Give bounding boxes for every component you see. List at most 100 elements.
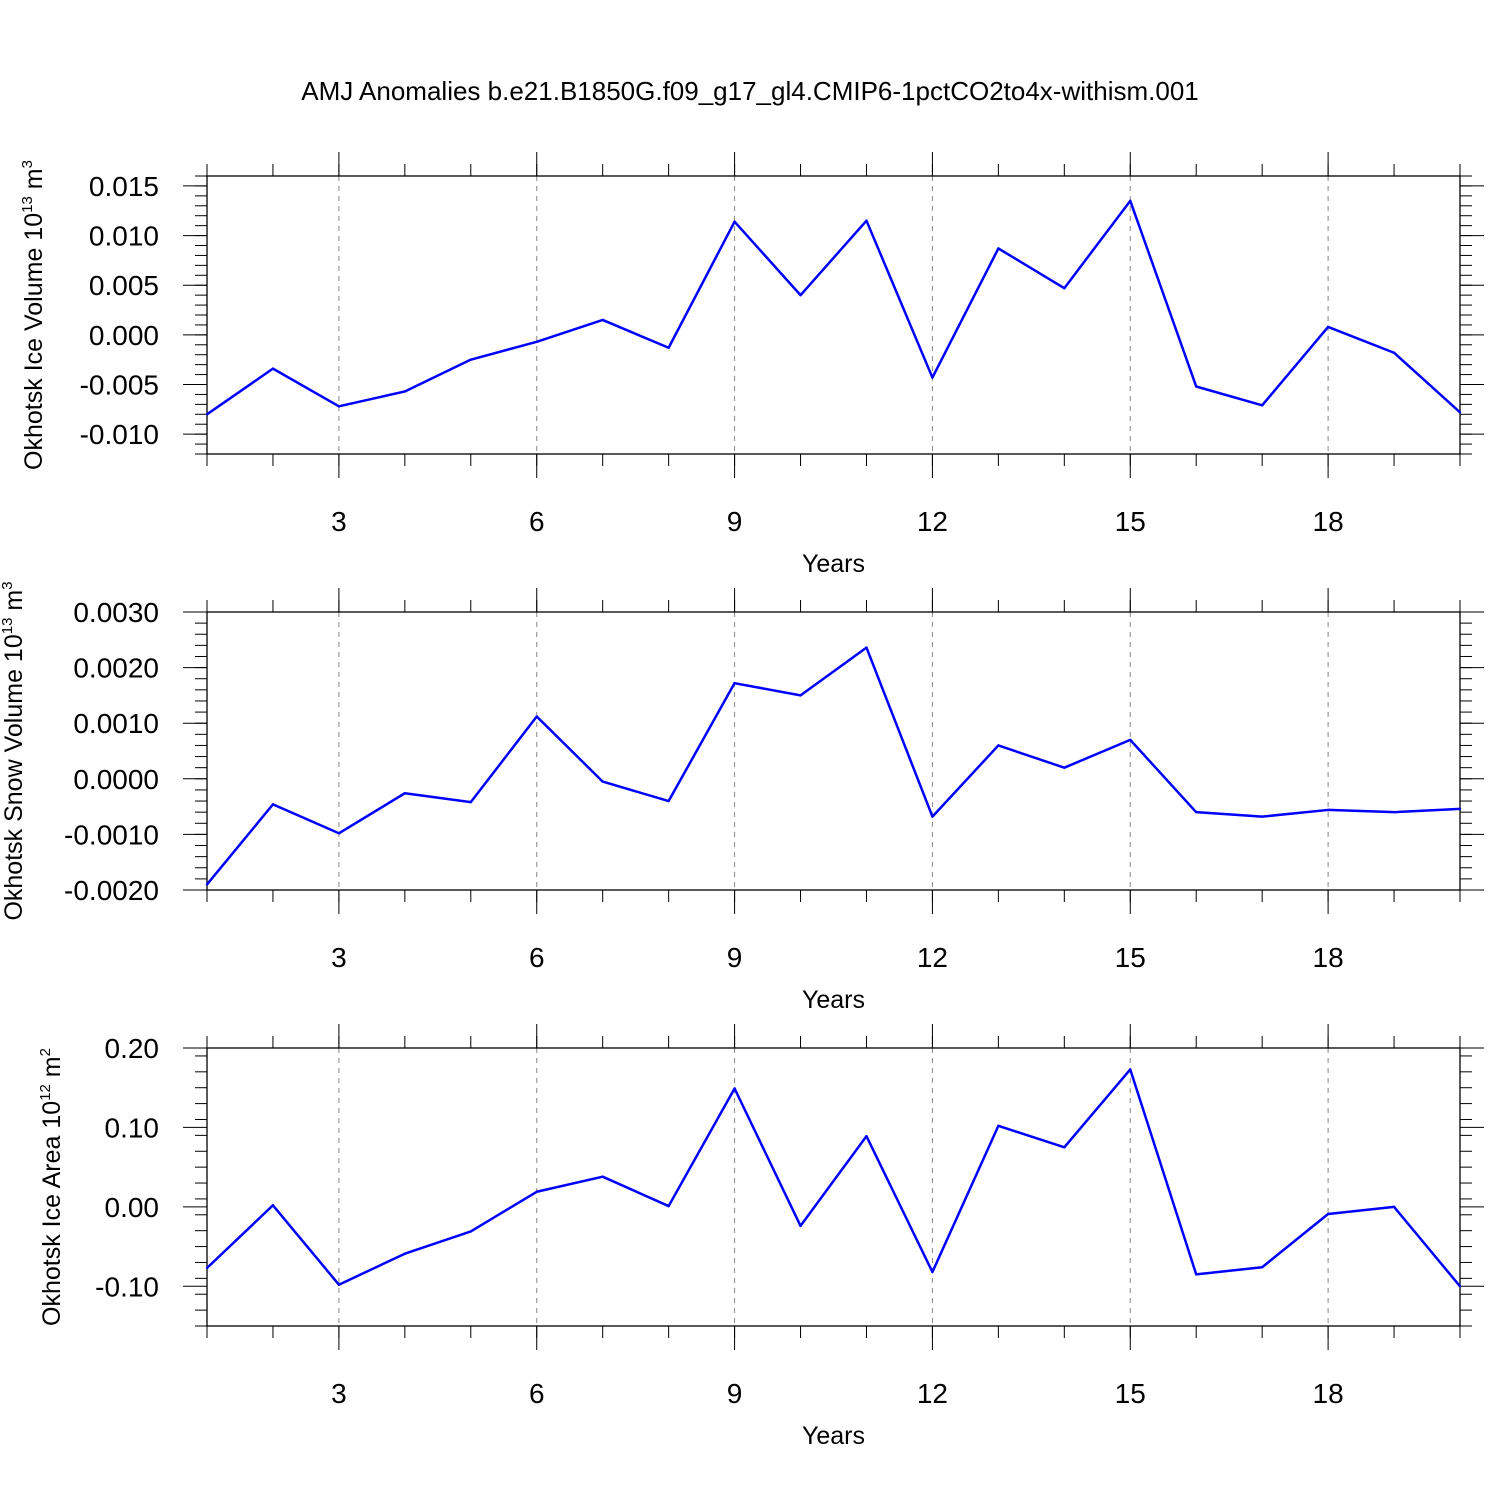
data-point bbox=[1458, 807, 1462, 811]
y-axis-label-superscript: 3 bbox=[0, 581, 16, 589]
x-tick-label: 18 bbox=[1313, 506, 1344, 537]
data-point bbox=[865, 219, 868, 222]
data-point bbox=[931, 1270, 934, 1274]
data-point bbox=[733, 220, 736, 223]
data-point bbox=[1326, 808, 1330, 812]
data-point bbox=[667, 799, 670, 803]
y-tick-label: 0.10 bbox=[105, 1112, 160, 1143]
y-axis-label: Okhotsk Snow Volume 1013 m3 bbox=[0, 581, 28, 920]
data-point bbox=[1392, 1205, 1396, 1209]
data-point bbox=[1063, 766, 1066, 769]
data-point bbox=[535, 715, 538, 718]
data-point bbox=[1195, 385, 1198, 388]
data-point bbox=[601, 318, 604, 322]
y-tick-label: 0.005 bbox=[89, 270, 159, 301]
x-tick-label: 6 bbox=[529, 506, 545, 537]
y-axis-label-text: m bbox=[20, 168, 48, 196]
data-point bbox=[1392, 810, 1396, 814]
x-tick-label: 6 bbox=[529, 942, 545, 973]
data-point bbox=[1195, 810, 1198, 814]
series-line bbox=[206, 199, 1461, 416]
y-axis-label-superscript: 13 bbox=[0, 618, 16, 635]
x-tick-label: 18 bbox=[1313, 1378, 1344, 1409]
data-point bbox=[733, 1087, 736, 1090]
x-tick-label: 18 bbox=[1313, 942, 1344, 973]
x-tick-label: 15 bbox=[1115, 506, 1146, 537]
data-point bbox=[865, 646, 868, 649]
x-axis-label: Years bbox=[802, 550, 865, 578]
data-point bbox=[799, 293, 802, 297]
data-point bbox=[1326, 325, 1330, 329]
data-point bbox=[865, 1134, 868, 1138]
data-point bbox=[205, 413, 209, 416]
y-axis-label-text: m bbox=[38, 1056, 66, 1084]
data-point bbox=[469, 358, 472, 361]
y-tick-label: 0.0010 bbox=[73, 708, 159, 739]
data-point bbox=[403, 792, 407, 795]
data-point bbox=[535, 340, 538, 344]
data-point bbox=[997, 1124, 1000, 1128]
data-point bbox=[205, 883, 209, 886]
data-point bbox=[667, 1204, 670, 1208]
data-point bbox=[733, 681, 736, 685]
plot-frame bbox=[206, 611, 1461, 891]
series-line bbox=[206, 646, 1461, 886]
y-axis-label-superscript: 13 bbox=[19, 196, 36, 213]
plot-frame bbox=[206, 175, 1461, 455]
x-tick-label: 12 bbox=[917, 1378, 948, 1409]
y-tick-label: 0.00 bbox=[105, 1192, 160, 1223]
x-tick-label: 9 bbox=[727, 942, 743, 973]
y-tick-label: -0.0010 bbox=[64, 819, 159, 850]
x-tick-label: 12 bbox=[917, 506, 948, 537]
data-point bbox=[931, 815, 934, 818]
data-point bbox=[1129, 738, 1132, 742]
y-axis-label-text: Okhotsk Ice Area 10 bbox=[38, 1101, 66, 1326]
data-point bbox=[1129, 199, 1132, 203]
figure-title: AMJ Anomalies b.e21.B1850G.f09_g17_gl4.C… bbox=[301, 76, 1198, 106]
y-tick-label: 0.000 bbox=[89, 320, 159, 351]
series-line bbox=[206, 1068, 1461, 1288]
chart-panel-1: -0.010 -0.005 0.000 0.005 0.010 0.015 3 6 9 12 15 1… bbox=[19, 152, 1484, 578]
data-point bbox=[1063, 286, 1066, 290]
x-tick-label: 15 bbox=[1115, 942, 1146, 973]
y-axis-label: Okhotsk Ice Volume 1013 m3 bbox=[19, 160, 48, 470]
y-axis-label-text: m bbox=[0, 590, 28, 618]
y-axis-label-superscript: 3 bbox=[19, 160, 36, 168]
y-tick-label: -0.005 bbox=[80, 370, 159, 401]
y-axis-label: Okhotsk Ice Area 1012 m2 bbox=[37, 1048, 66, 1326]
y-tick-label: -0.0020 bbox=[64, 875, 159, 906]
data-point bbox=[469, 800, 472, 804]
data-point bbox=[1195, 1273, 1198, 1276]
data-point bbox=[601, 1175, 604, 1178]
data-point bbox=[997, 744, 1000, 747]
y-axis-label-text: Okhotsk Snow Volume 10 bbox=[0, 634, 28, 920]
data-point bbox=[799, 694, 802, 697]
y-axis-label-text: Okhotsk Ice Volume 10 bbox=[20, 213, 48, 470]
y-tick-label: 0.010 bbox=[89, 221, 159, 252]
x-tick-label: 3 bbox=[331, 1378, 347, 1409]
x-axis-label: Years bbox=[802, 1422, 865, 1450]
data-point bbox=[337, 832, 341, 835]
chart-panel-2: -0.0020 -0.0010 0.0000 0.0010 0.0020 0.0030 3 6… bbox=[0, 581, 1484, 1014]
chart-panel-3: -0.10 0.00 0.10 0.20 3 6 9 12 15 18 Years Okhotsk I… bbox=[37, 1024, 1484, 1450]
data-point bbox=[1129, 1068, 1132, 1071]
y-tick-label: 0.0000 bbox=[73, 764, 159, 795]
y-tick-label: 0.20 bbox=[105, 1033, 160, 1064]
x-tick-label: 3 bbox=[331, 506, 347, 537]
data-point bbox=[997, 247, 1000, 250]
x-tick-label: 9 bbox=[727, 506, 743, 537]
x-tick-label: 9 bbox=[727, 1378, 743, 1409]
data-point bbox=[1458, 1285, 1462, 1288]
y-tick-label: 0.015 bbox=[89, 171, 159, 202]
data-point bbox=[1326, 1212, 1330, 1216]
data-point bbox=[1260, 815, 1264, 818]
x-axis-label: Years bbox=[802, 986, 865, 1014]
y-tick-label: -0.010 bbox=[80, 419, 159, 450]
data-point bbox=[1458, 411, 1462, 414]
panels-group: -0.010 -0.005 0.000 0.005 0.010 0.015 3 6 9 12 15 1… bbox=[0, 152, 1484, 1450]
data-point bbox=[667, 346, 670, 349]
data-point bbox=[535, 1190, 538, 1193]
data-point bbox=[271, 803, 275, 806]
data-point bbox=[271, 1204, 275, 1207]
y-axis-label-superscript: 2 bbox=[37, 1048, 54, 1056]
